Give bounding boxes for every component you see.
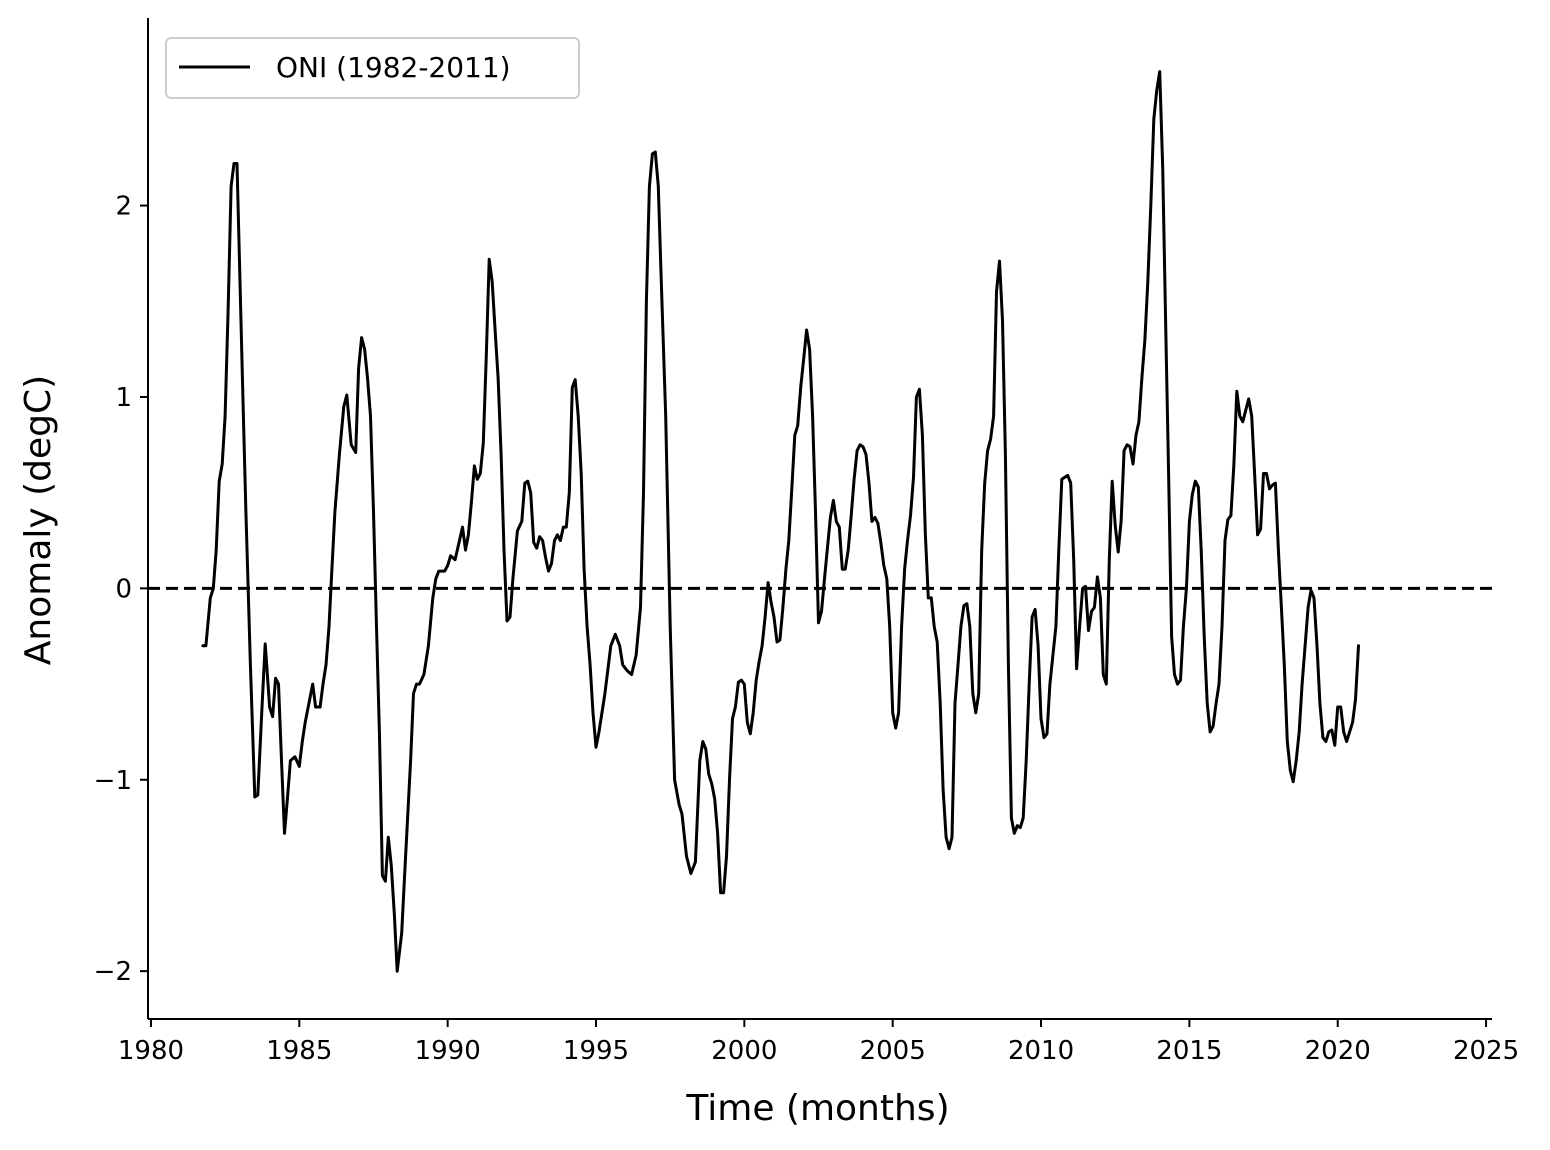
legend-box: [165, 37, 580, 99]
y-tick-label: 2: [115, 192, 132, 222]
x-tick-label: 2025: [1453, 1036, 1519, 1066]
y-axis-title: Anomaly (degC): [18, 375, 59, 665]
y-tick-label: 1: [115, 383, 132, 413]
x-tick-label: 1990: [415, 1036, 481, 1066]
y-tick-label: 0: [115, 574, 132, 604]
y-ticks: −2 −1 0 1 2: [94, 192, 148, 987]
x-tick-label: 1995: [563, 1036, 629, 1066]
x-tick-label: 2020: [1305, 1036, 1371, 1066]
x-tick-label: 2015: [1156, 1036, 1222, 1066]
legend: ONI (1982-2011): [165, 37, 580, 99]
legend-label: ONI (1982-2011): [276, 51, 511, 84]
x-tick-label: 1985: [266, 1036, 332, 1066]
x-tick-label: 2000: [711, 1036, 777, 1066]
y-tick-label: −2: [94, 957, 132, 987]
x-tick-label: 1980: [118, 1036, 184, 1066]
axes: [147, 18, 1492, 1020]
x-ticks: 1980 1985 1990 1995 2000 2005 2010 2015 2020 2025: [118, 1019, 1519, 1066]
x-tick-label: 2010: [1008, 1036, 1074, 1066]
series-line-oni: [201, 70, 1360, 973]
x-tick-label: 2005: [860, 1036, 926, 1066]
line-layer: [201, 70, 1360, 973]
x-axis-title: Time (months): [685, 1088, 949, 1129]
y-tick-label: −1: [94, 766, 132, 796]
